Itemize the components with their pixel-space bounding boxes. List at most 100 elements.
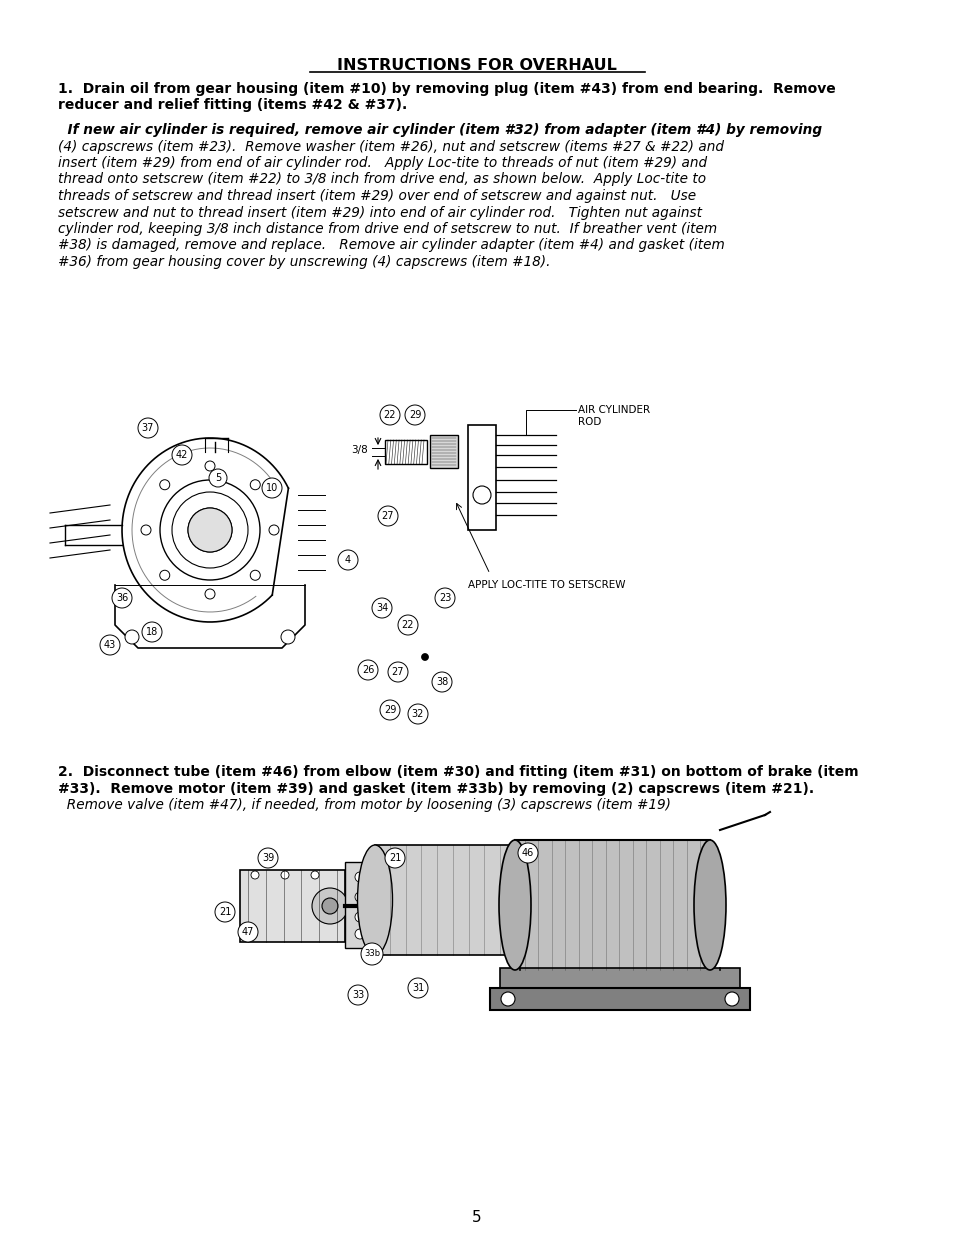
Text: Remove valve (item #47), if needed, from motor by loosening (3) capscrews (item : Remove valve (item #47), if needed, from… bbox=[58, 798, 670, 811]
FancyBboxPatch shape bbox=[385, 440, 427, 464]
FancyBboxPatch shape bbox=[468, 425, 496, 530]
Text: 34: 34 bbox=[375, 603, 388, 613]
Circle shape bbox=[281, 630, 294, 643]
Circle shape bbox=[159, 571, 170, 580]
FancyBboxPatch shape bbox=[345, 862, 375, 948]
Circle shape bbox=[237, 923, 257, 942]
Circle shape bbox=[251, 871, 258, 879]
Circle shape bbox=[348, 986, 368, 1005]
Text: 46: 46 bbox=[521, 848, 534, 858]
Circle shape bbox=[355, 872, 365, 882]
Text: AIR CYLINDER: AIR CYLINDER bbox=[578, 405, 649, 415]
Circle shape bbox=[355, 929, 365, 939]
Circle shape bbox=[188, 508, 232, 552]
Text: 42: 42 bbox=[175, 450, 188, 459]
Text: 3/8: 3/8 bbox=[351, 445, 368, 454]
Circle shape bbox=[205, 589, 214, 599]
Text: 2.  Disconnect tube (item #46) from elbow (item #30) and fitting (item #31) on b: 2. Disconnect tube (item #46) from elbow… bbox=[58, 764, 858, 779]
Circle shape bbox=[281, 871, 289, 879]
Text: 27: 27 bbox=[392, 667, 404, 677]
Text: cylinder rod, keeping 3/8 inch distance from drive end of setscrew to nut.  If b: cylinder rod, keeping 3/8 inch distance … bbox=[58, 222, 717, 236]
Circle shape bbox=[269, 525, 278, 535]
Ellipse shape bbox=[357, 845, 392, 955]
Circle shape bbox=[517, 844, 537, 863]
Circle shape bbox=[500, 992, 515, 1007]
Circle shape bbox=[138, 417, 158, 438]
Circle shape bbox=[209, 469, 227, 487]
Text: 39: 39 bbox=[262, 853, 274, 863]
Text: 10: 10 bbox=[266, 483, 278, 493]
Circle shape bbox=[360, 944, 382, 965]
Text: #36) from gear housing cover by unscrewing (4) capscrews (item #18).: #36) from gear housing cover by unscrewi… bbox=[58, 254, 550, 269]
Circle shape bbox=[421, 653, 428, 661]
Text: #38) is damaged, remove and replace.   Remove air cylinder adapter (item #4) and: #38) is damaged, remove and replace. Rem… bbox=[58, 238, 724, 252]
Circle shape bbox=[724, 992, 739, 1007]
Text: 38: 38 bbox=[436, 677, 448, 687]
Text: setscrew and nut to thread insert (item #29) into end of air cylinder rod.   Tig: setscrew and nut to thread insert (item … bbox=[58, 205, 701, 220]
Circle shape bbox=[337, 550, 357, 571]
Text: 36: 36 bbox=[115, 593, 128, 603]
Text: 21: 21 bbox=[218, 906, 231, 918]
Text: APPLY LOC-TITE TO SETSCREW: APPLY LOC-TITE TO SETSCREW bbox=[468, 580, 625, 590]
Text: 5: 5 bbox=[472, 1210, 481, 1225]
Text: insert (item #29) from end of air cylinder rod.   Apply Loc-tite to threads of n: insert (item #29) from end of air cylind… bbox=[58, 156, 706, 170]
Circle shape bbox=[377, 506, 397, 526]
Circle shape bbox=[404, 620, 411, 627]
Text: 4: 4 bbox=[345, 555, 351, 564]
Text: 43: 43 bbox=[104, 640, 116, 650]
Text: threads of setscrew and thread insert (item #29) over end of setscrew and agains: threads of setscrew and thread insert (i… bbox=[58, 189, 696, 203]
Circle shape bbox=[257, 848, 277, 868]
Text: 22: 22 bbox=[401, 620, 414, 630]
Circle shape bbox=[312, 888, 348, 924]
Text: 27: 27 bbox=[381, 511, 394, 521]
Circle shape bbox=[408, 704, 428, 724]
Circle shape bbox=[432, 672, 452, 692]
Text: 18: 18 bbox=[146, 627, 158, 637]
Text: If new air cylinder is required, remove air cylinder (item #32) from adapter (it: If new air cylinder is required, remove … bbox=[58, 124, 821, 137]
Circle shape bbox=[172, 445, 192, 466]
Circle shape bbox=[379, 700, 399, 720]
Ellipse shape bbox=[693, 840, 725, 969]
Circle shape bbox=[100, 635, 120, 655]
FancyBboxPatch shape bbox=[499, 968, 740, 988]
Circle shape bbox=[322, 898, 337, 914]
FancyBboxPatch shape bbox=[490, 988, 749, 1010]
FancyBboxPatch shape bbox=[240, 869, 345, 942]
FancyBboxPatch shape bbox=[515, 840, 709, 969]
Ellipse shape bbox=[499, 845, 530, 955]
Text: 47: 47 bbox=[241, 927, 253, 937]
Text: 29: 29 bbox=[409, 410, 420, 420]
Circle shape bbox=[397, 615, 417, 635]
Text: 1.  Drain oil from gear housing (item #10) by removing plug (item #43) from end : 1. Drain oil from gear housing (item #10… bbox=[58, 82, 835, 96]
Text: 33: 33 bbox=[352, 990, 364, 1000]
Circle shape bbox=[205, 461, 214, 471]
Circle shape bbox=[372, 598, 392, 618]
Text: 31: 31 bbox=[412, 983, 424, 993]
Circle shape bbox=[405, 405, 424, 425]
Ellipse shape bbox=[498, 840, 531, 969]
Circle shape bbox=[159, 479, 170, 490]
Circle shape bbox=[142, 622, 162, 642]
Text: ROD: ROD bbox=[578, 417, 600, 427]
Text: 5: 5 bbox=[214, 473, 221, 483]
Circle shape bbox=[250, 479, 260, 490]
Text: 26: 26 bbox=[361, 664, 374, 676]
Circle shape bbox=[355, 892, 365, 902]
Text: thread onto setscrew (item #22) to 3/8 inch from drive end, as shown below.  App: thread onto setscrew (item #22) to 3/8 i… bbox=[58, 173, 705, 186]
Text: 22: 22 bbox=[383, 410, 395, 420]
Text: reducer and relief fitting (items #42 & #37).: reducer and relief fitting (items #42 & … bbox=[58, 99, 407, 112]
Circle shape bbox=[435, 588, 455, 608]
Text: 37: 37 bbox=[142, 424, 154, 433]
Circle shape bbox=[388, 662, 408, 682]
Circle shape bbox=[125, 630, 139, 643]
Circle shape bbox=[214, 902, 234, 923]
Circle shape bbox=[262, 478, 282, 498]
Circle shape bbox=[112, 588, 132, 608]
Circle shape bbox=[311, 871, 318, 879]
Text: 21: 21 bbox=[389, 853, 401, 863]
Circle shape bbox=[379, 405, 399, 425]
FancyBboxPatch shape bbox=[430, 435, 457, 468]
Circle shape bbox=[385, 848, 405, 868]
Circle shape bbox=[357, 659, 377, 680]
Text: INSTRUCTIONS FOR OVERHAUL: INSTRUCTIONS FOR OVERHAUL bbox=[336, 58, 617, 73]
